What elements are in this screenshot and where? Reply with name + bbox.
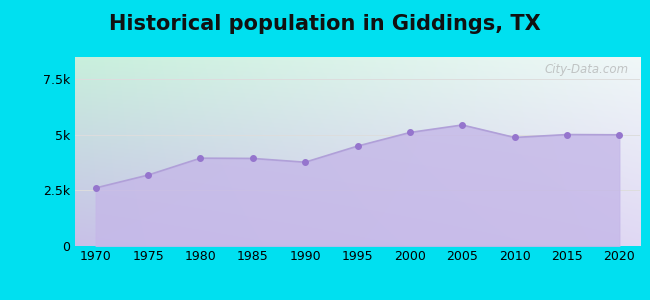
Point — [248, 156, 258, 161]
Point — [352, 144, 363, 148]
Point — [300, 160, 310, 165]
Point — [614, 132, 625, 137]
Point — [90, 185, 101, 190]
Point — [143, 173, 153, 178]
Point — [562, 132, 572, 137]
Point — [457, 123, 467, 128]
Point — [405, 130, 415, 135]
Point — [510, 135, 520, 140]
Text: City-Data.com: City-Data.com — [545, 63, 629, 76]
Point — [195, 156, 205, 161]
Text: Historical population in Giddings, TX: Historical population in Giddings, TX — [109, 14, 541, 34]
